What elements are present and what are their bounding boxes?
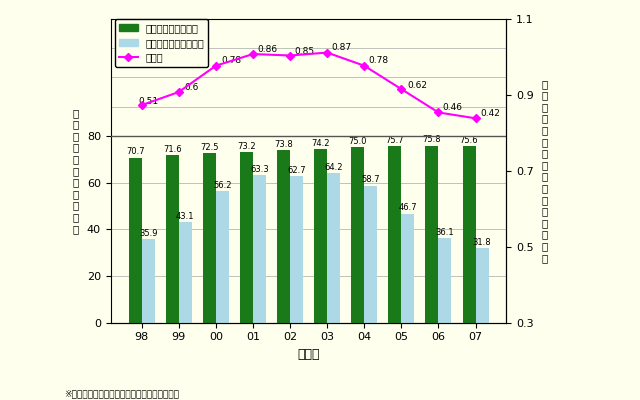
Text: 75.0: 75.0 — [349, 137, 367, 146]
Text: 0.6: 0.6 — [184, 84, 198, 92]
Text: 31.8: 31.8 — [473, 238, 492, 247]
Text: 0.87: 0.87 — [332, 43, 352, 52]
Text: 72.5: 72.5 — [200, 143, 219, 152]
Text: 58.7: 58.7 — [362, 176, 380, 184]
Text: 75.7: 75.7 — [385, 136, 404, 145]
Bar — [203, 153, 216, 323]
Bar — [476, 248, 488, 323]
Bar — [327, 173, 340, 323]
Text: 75.6: 75.6 — [460, 136, 478, 145]
Text: 0.42: 0.42 — [480, 109, 500, 118]
Bar — [438, 238, 451, 323]
Text: 0.85: 0.85 — [294, 47, 315, 56]
Text: 0.62: 0.62 — [407, 80, 427, 90]
Text: 62.7: 62.7 — [287, 166, 306, 175]
Bar — [253, 175, 266, 323]
X-axis label: 年　次: 年 次 — [298, 348, 320, 361]
Bar — [240, 152, 253, 323]
Bar — [388, 146, 401, 323]
Text: 35.9: 35.9 — [139, 229, 157, 238]
Text: ※自動車保有台数は年度末値（二輪を除く）．: ※自動車保有台数は年度末値（二輪を除く）． — [64, 389, 179, 398]
Text: 46.7: 46.7 — [399, 204, 417, 212]
Y-axis label: 保
有
台
数
・
盗
難
認
知
件
数: 保 有 台 数 ・ 盗 難 認 知 件 数 — [72, 108, 79, 234]
Bar — [426, 146, 438, 323]
Text: 43.1: 43.1 — [176, 212, 195, 221]
Text: 36.1: 36.1 — [436, 228, 454, 237]
Bar — [463, 146, 476, 323]
Legend: 保有台数（百万台）, 盗難認知件数（千件）, 盗難率: 保有台数（百万台）, 盗難認知件数（千件）, 盗難率 — [115, 19, 209, 66]
Bar — [166, 156, 179, 323]
Text: 56.2: 56.2 — [213, 181, 232, 190]
Text: 74.2: 74.2 — [312, 139, 330, 148]
Text: 70.7: 70.7 — [126, 147, 145, 156]
Bar — [401, 214, 414, 323]
Text: 64.2: 64.2 — [324, 162, 343, 172]
Bar — [290, 176, 303, 323]
Text: 0.51: 0.51 — [138, 97, 158, 106]
Text: 75.8: 75.8 — [422, 136, 441, 144]
Bar — [364, 186, 377, 323]
Text: 73.2: 73.2 — [237, 142, 256, 150]
Bar — [179, 222, 192, 323]
Text: 71.6: 71.6 — [163, 145, 182, 154]
Text: 0.78: 0.78 — [369, 56, 389, 65]
Bar — [277, 150, 290, 323]
Text: 0.78: 0.78 — [221, 56, 241, 65]
Y-axis label: 盗
難
率
（
保
有
千
台
あ
た
り
盗
難
件
数
）: 盗 難 率 （ 保 有 千 台 あ た り 盗 難 件 数 ） — [542, 79, 548, 263]
Bar — [216, 192, 229, 323]
Text: 63.3: 63.3 — [250, 165, 269, 174]
Bar — [314, 149, 327, 323]
Bar — [129, 158, 141, 323]
Text: 0.86: 0.86 — [257, 44, 278, 54]
Text: 0.46: 0.46 — [443, 103, 463, 112]
Bar — [141, 239, 155, 323]
Bar — [351, 148, 364, 323]
Text: 73.8: 73.8 — [274, 140, 293, 149]
